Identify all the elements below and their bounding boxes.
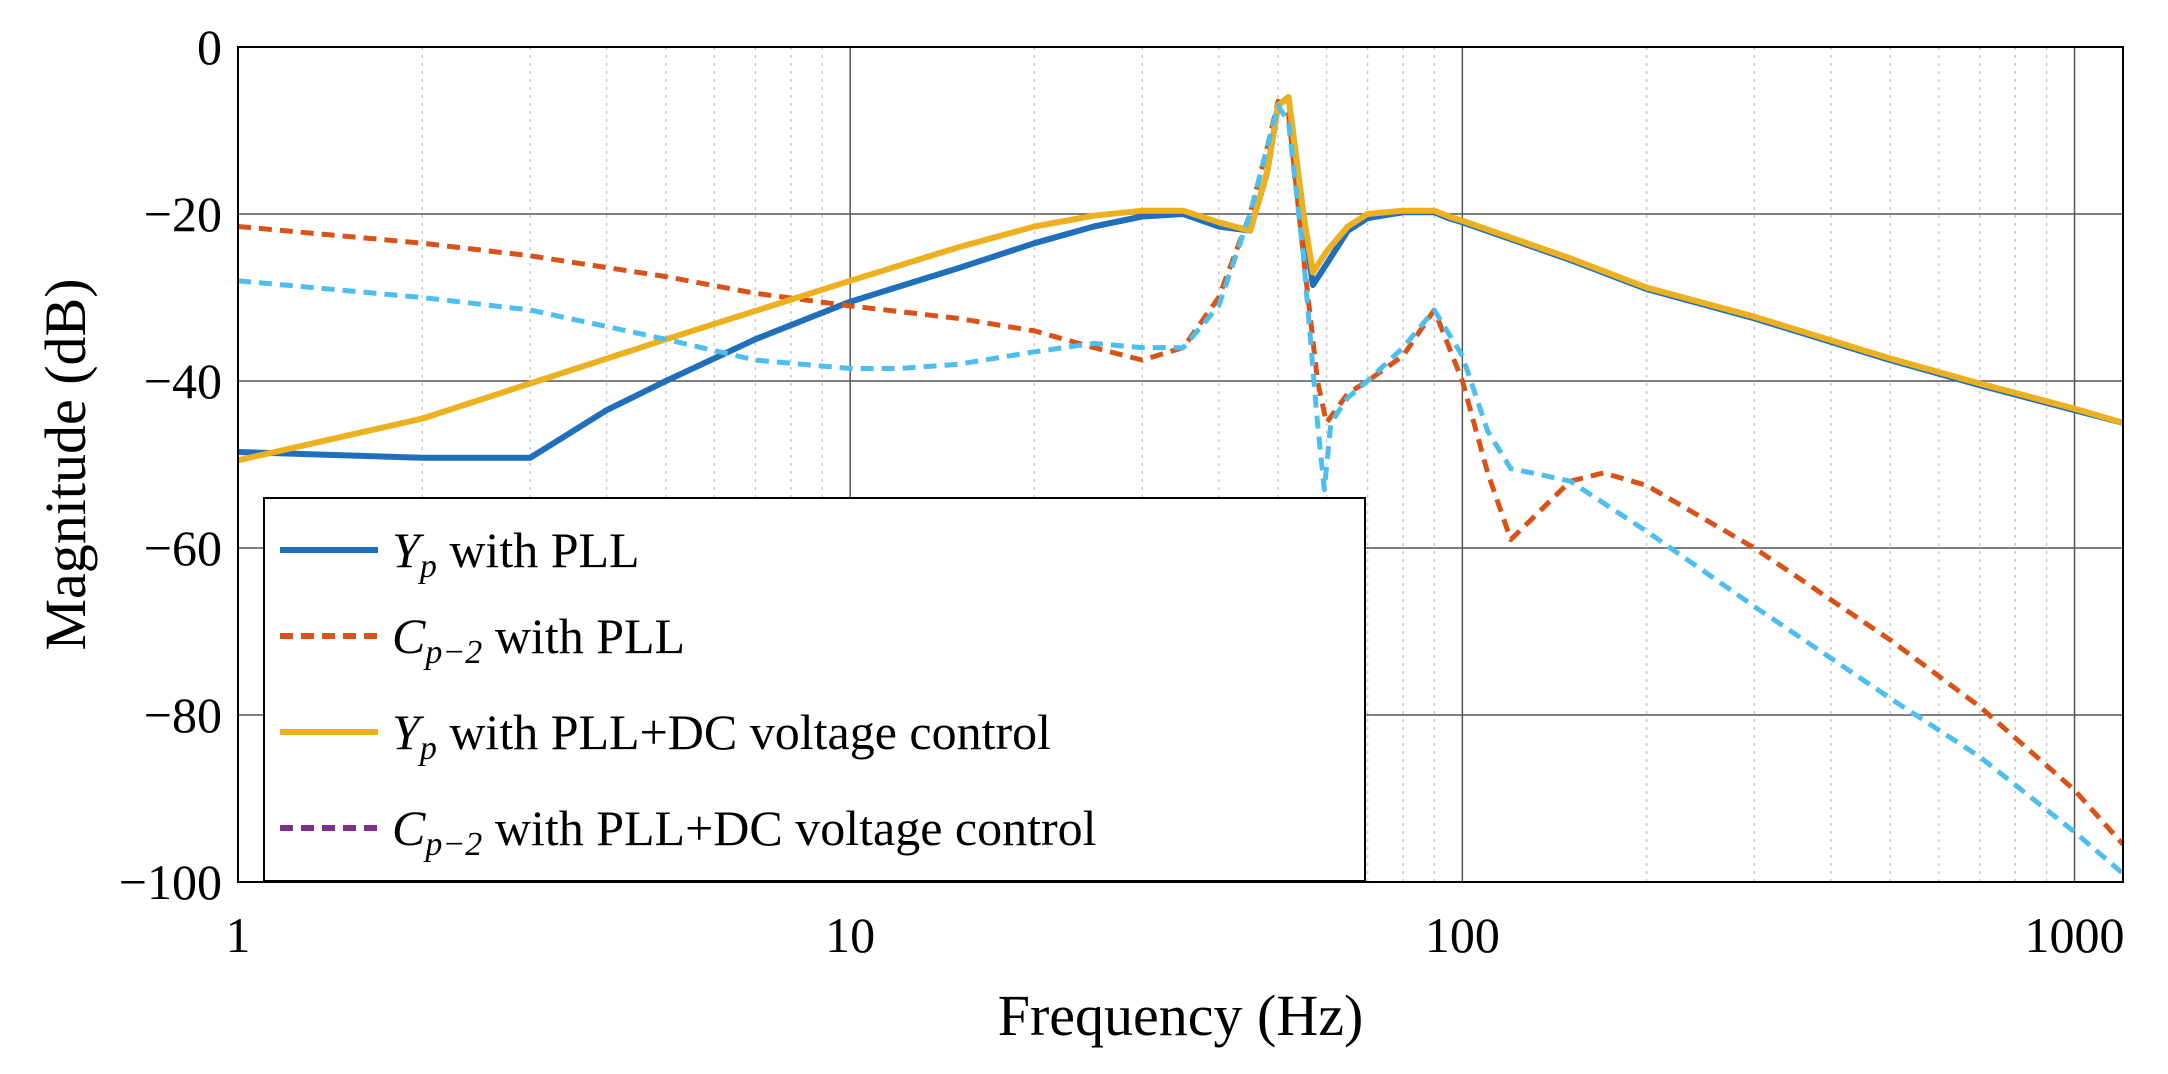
y-tick-label: −20 bbox=[144, 186, 222, 242]
x-tick-label: 100 bbox=[1425, 907, 1500, 963]
legend: Yp with PLL Cp−2 with PLL Yp with PLL+DC v… bbox=[263, 497, 1366, 882]
y-tick-label: −80 bbox=[144, 687, 222, 743]
legend-label-3: Yp with PLL+DC voltage control bbox=[392, 704, 1051, 767]
x-tick-label: 1000 bbox=[2025, 907, 2125, 963]
y-tick-label: −60 bbox=[144, 520, 222, 576]
y-tick-label: −40 bbox=[144, 353, 222, 409]
series-line-3 bbox=[237, 94, 2124, 464]
y-axis-label: Magnitude (dB) bbox=[33, 278, 98, 650]
x-axis-label: Frequency (Hz) bbox=[998, 983, 1364, 1048]
x-tick-labels: 1 10 100 1000 bbox=[226, 907, 2125, 963]
x-tick-label: 10 bbox=[825, 907, 875, 963]
legend-label-4: Cp−2 with PLL+DC voltage control bbox=[392, 800, 1097, 863]
legend-label-1: Yp with PLL bbox=[392, 522, 640, 585]
y-tick-label: 0 bbox=[197, 19, 222, 75]
legend-box bbox=[263, 497, 1366, 882]
series-layer bbox=[237, 94, 2125, 876]
y-tick-label: −100 bbox=[119, 854, 222, 910]
series-line-2 bbox=[237, 98, 2125, 847]
x-tick-label: 1 bbox=[226, 907, 251, 963]
legend-label-2: Cp−2 with PLL bbox=[392, 608, 685, 671]
minor-grid bbox=[421, 47, 2048, 882]
series-line-4 bbox=[237, 103, 2125, 876]
y-tick-labels: 0 −20 −40 −60 −80 −100 bbox=[119, 19, 222, 910]
